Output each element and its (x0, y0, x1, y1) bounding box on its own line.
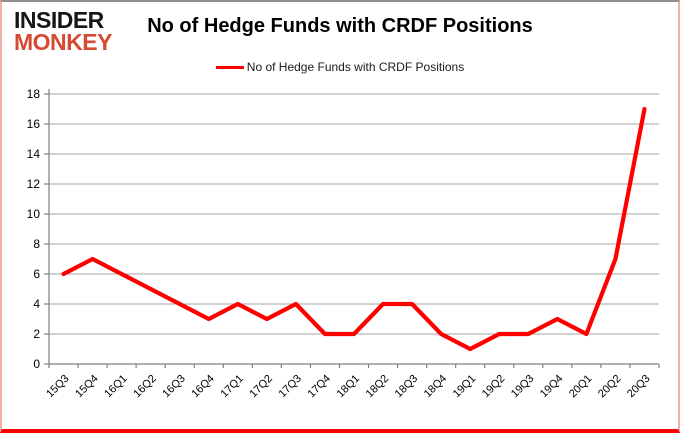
x-tick-label: 15Q3 (44, 373, 72, 401)
x-tick-label: 17Q1 (218, 373, 246, 401)
legend-label: No of Hedge Funds with CRDF Positions (246, 60, 465, 74)
y-tick-label: 14 (27, 147, 41, 161)
x-tick-label: 17Q2 (247, 373, 275, 401)
x-tick-label: 19Q2 (480, 373, 508, 401)
x-tick-label: 17Q3 (277, 373, 305, 401)
y-tick-label: 6 (33, 267, 40, 281)
x-tick-label: 15Q4 (73, 373, 101, 401)
x-tick-label: 16Q4 (189, 373, 217, 401)
chart-title: No of Hedge Funds with CRDF Positions (147, 15, 533, 37)
y-tick-label: 0 (33, 357, 40, 371)
data-line-series (61, 106, 647, 352)
y-tick-label: 12 (27, 177, 41, 191)
x-tick-label: 20Q3 (625, 373, 653, 401)
insider-monkey-logo: INSIDER MONKEY (14, 7, 112, 55)
legend-line-swatch (215, 65, 244, 69)
x-tick-label: 18Q4 (422, 373, 450, 401)
x-tick-label: 18Q1 (335, 373, 363, 401)
x-tick-label: 18Q3 (393, 373, 421, 401)
y-tick-label: 2 (33, 327, 40, 341)
x-tick-label: 17Q4 (306, 373, 334, 401)
x-tick-label: 20Q2 (596, 373, 624, 401)
y-tick-label: 4 (33, 297, 40, 311)
x-tick-label: 16Q2 (131, 373, 159, 401)
x-tick-label: 19Q1 (451, 373, 479, 401)
y-tick-label: 8 (33, 237, 40, 251)
y-tick-label: 16 (27, 117, 41, 131)
x-tick-label: 19Q4 (538, 373, 566, 401)
x-tick-label: 20Q1 (567, 373, 595, 401)
logo-line-insider: INSIDER (14, 7, 104, 33)
chart-legend: No of Hedge Funds with CRDF Positions (2, 59, 678, 75)
x-tick-label: 19Q3 (509, 373, 537, 401)
logo-line-monkey: MONKEY (14, 28, 112, 55)
x-tick-label: 18Q2 (364, 373, 392, 401)
x-tick-label: 16Q1 (102, 373, 130, 401)
y-tick-label: 10 (27, 207, 41, 221)
x-tick-label: 16Q3 (160, 373, 188, 401)
y-tick-label: 18 (27, 87, 41, 101)
